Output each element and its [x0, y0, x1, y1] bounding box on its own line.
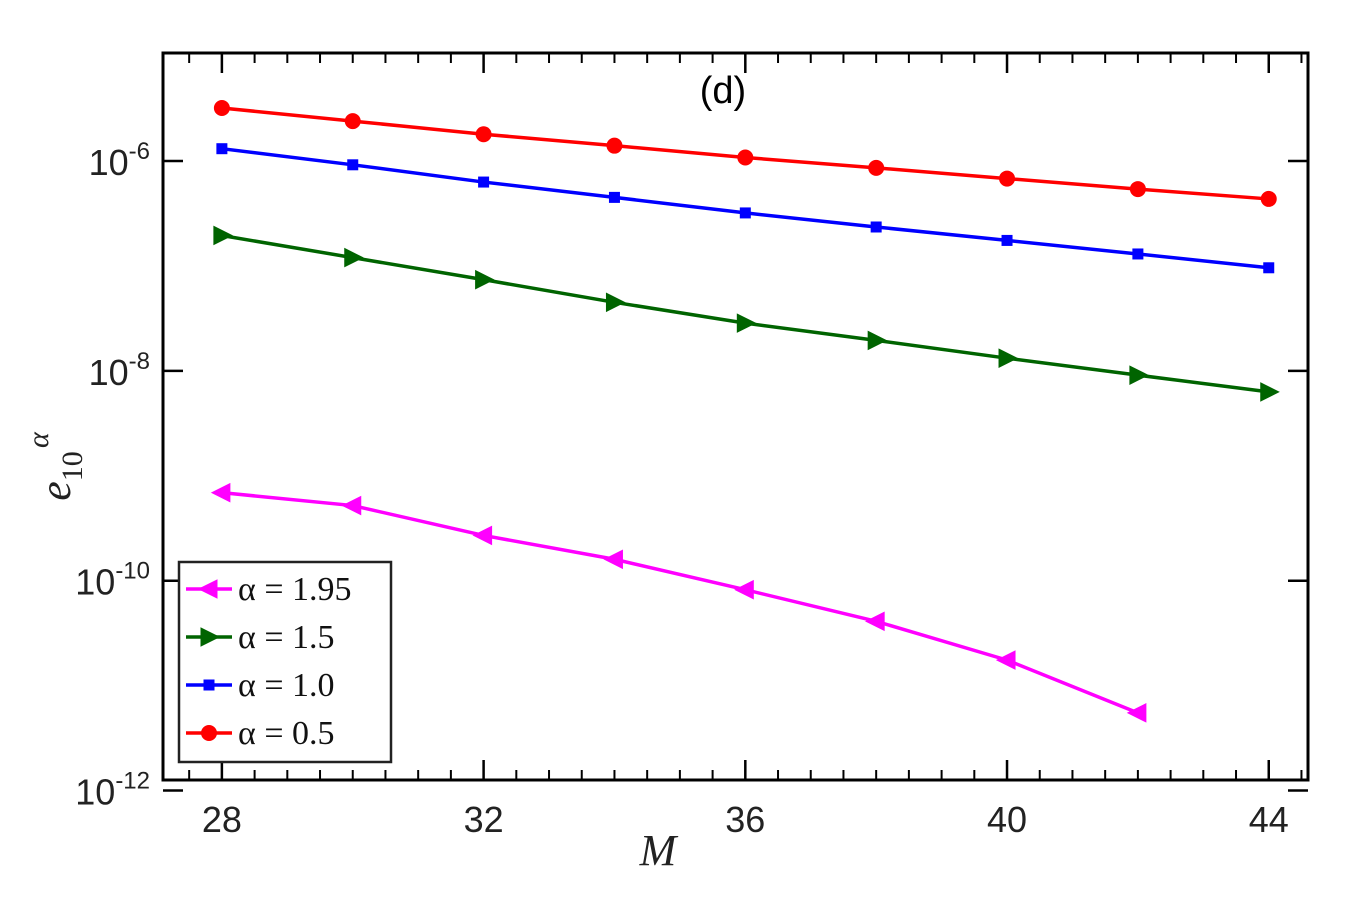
- y-tick-label-exponent: -12: [115, 768, 150, 795]
- data-point: [475, 126, 492, 143]
- y-tick-label-exponent: -10: [115, 558, 150, 585]
- legend-label: α = 1.0: [238, 667, 335, 704]
- data-point: [216, 143, 228, 155]
- legend-label: α = 0.5: [238, 715, 335, 752]
- data-point: [739, 207, 751, 219]
- data-point: [344, 247, 364, 268]
- data-point: [475, 269, 495, 290]
- x-tick-label: 32: [464, 799, 504, 840]
- series-3: [216, 143, 1275, 274]
- y-tick-label-base: 10: [75, 562, 115, 603]
- legend-label: α = 1.95: [238, 571, 352, 608]
- legend-label: α = 1.5: [238, 619, 335, 656]
- data-point: [867, 330, 888, 351]
- series-4: [213, 100, 1277, 207]
- y-axis-title-main: e: [31, 481, 80, 501]
- x-axis-title: M: [639, 826, 679, 875]
- data-point: [1126, 703, 1147, 723]
- y-axis-title-subscript: 10: [56, 451, 89, 481]
- y-tick-label: 10-12: [75, 768, 150, 813]
- panel-title: (d): [700, 70, 746, 112]
- data-point: [1260, 190, 1277, 207]
- legend-marker: [200, 627, 221, 647]
- legend-item: α = 1.95: [186, 571, 352, 608]
- data-point: [734, 579, 754, 600]
- data-point: [603, 549, 623, 570]
- legend-marker: [203, 679, 215, 691]
- svg-text:e10: e10: [31, 451, 89, 501]
- data-point: [213, 225, 234, 246]
- y-tick-label-exponent: -8: [129, 348, 150, 375]
- data-point: [868, 159, 885, 176]
- y-tick-label-base: 10: [75, 772, 115, 813]
- y-tick-label: 10-10: [75, 558, 150, 603]
- legend-item: α = 1.0: [186, 667, 335, 704]
- data-point: [998, 348, 1019, 369]
- data-point: [865, 611, 885, 632]
- y-tick-label: 10-6: [89, 138, 150, 183]
- legend-marker: [197, 579, 218, 599]
- data-point: [736, 313, 757, 333]
- data-point: [1129, 365, 1150, 385]
- data-point: [605, 292, 626, 313]
- y-axis-title-superscript: α: [22, 431, 55, 448]
- data-point: [210, 482, 231, 503]
- series-line: [221, 490, 1139, 715]
- data-point: [606, 137, 623, 154]
- data-point: [472, 525, 493, 546]
- data-point: [1129, 181, 1146, 198]
- data-point: [999, 170, 1016, 187]
- data-point: [1001, 234, 1013, 246]
- data-point: [995, 650, 1016, 670]
- data-point: [737, 149, 754, 166]
- data-point: [344, 113, 361, 130]
- data-point: [347, 159, 359, 171]
- data-point: [1260, 382, 1280, 402]
- x-tick-label: 44: [1249, 799, 1289, 840]
- data-point: [213, 100, 230, 117]
- y-tick-label-base: 10: [89, 142, 129, 183]
- y-tick-label: 10-8: [89, 348, 150, 393]
- data-point: [1132, 248, 1144, 260]
- legend: α = 1.95 α = 1.5 α = 1.0 α = 0.5: [177, 560, 393, 764]
- data-point: [870, 221, 882, 233]
- x-tick-label: 36: [725, 799, 765, 840]
- data-point: [1263, 262, 1275, 274]
- y-axis-title: e10 α: [22, 431, 89, 501]
- data-point: [608, 191, 620, 203]
- series-1: [210, 482, 1147, 723]
- x-tick-label: 40: [987, 799, 1027, 840]
- series-2: [213, 225, 1280, 402]
- data-point: [478, 176, 490, 188]
- y-tick-label-base: 10: [89, 352, 129, 393]
- x-tick-label: 28: [202, 799, 242, 840]
- y-tick-label-exponent: -6: [129, 138, 150, 165]
- legend-item: α = 0.5: [186, 715, 335, 752]
- data-point: [341, 495, 362, 516]
- legend-marker: [201, 725, 217, 741]
- legend-item: α = 1.5: [186, 619, 335, 656]
